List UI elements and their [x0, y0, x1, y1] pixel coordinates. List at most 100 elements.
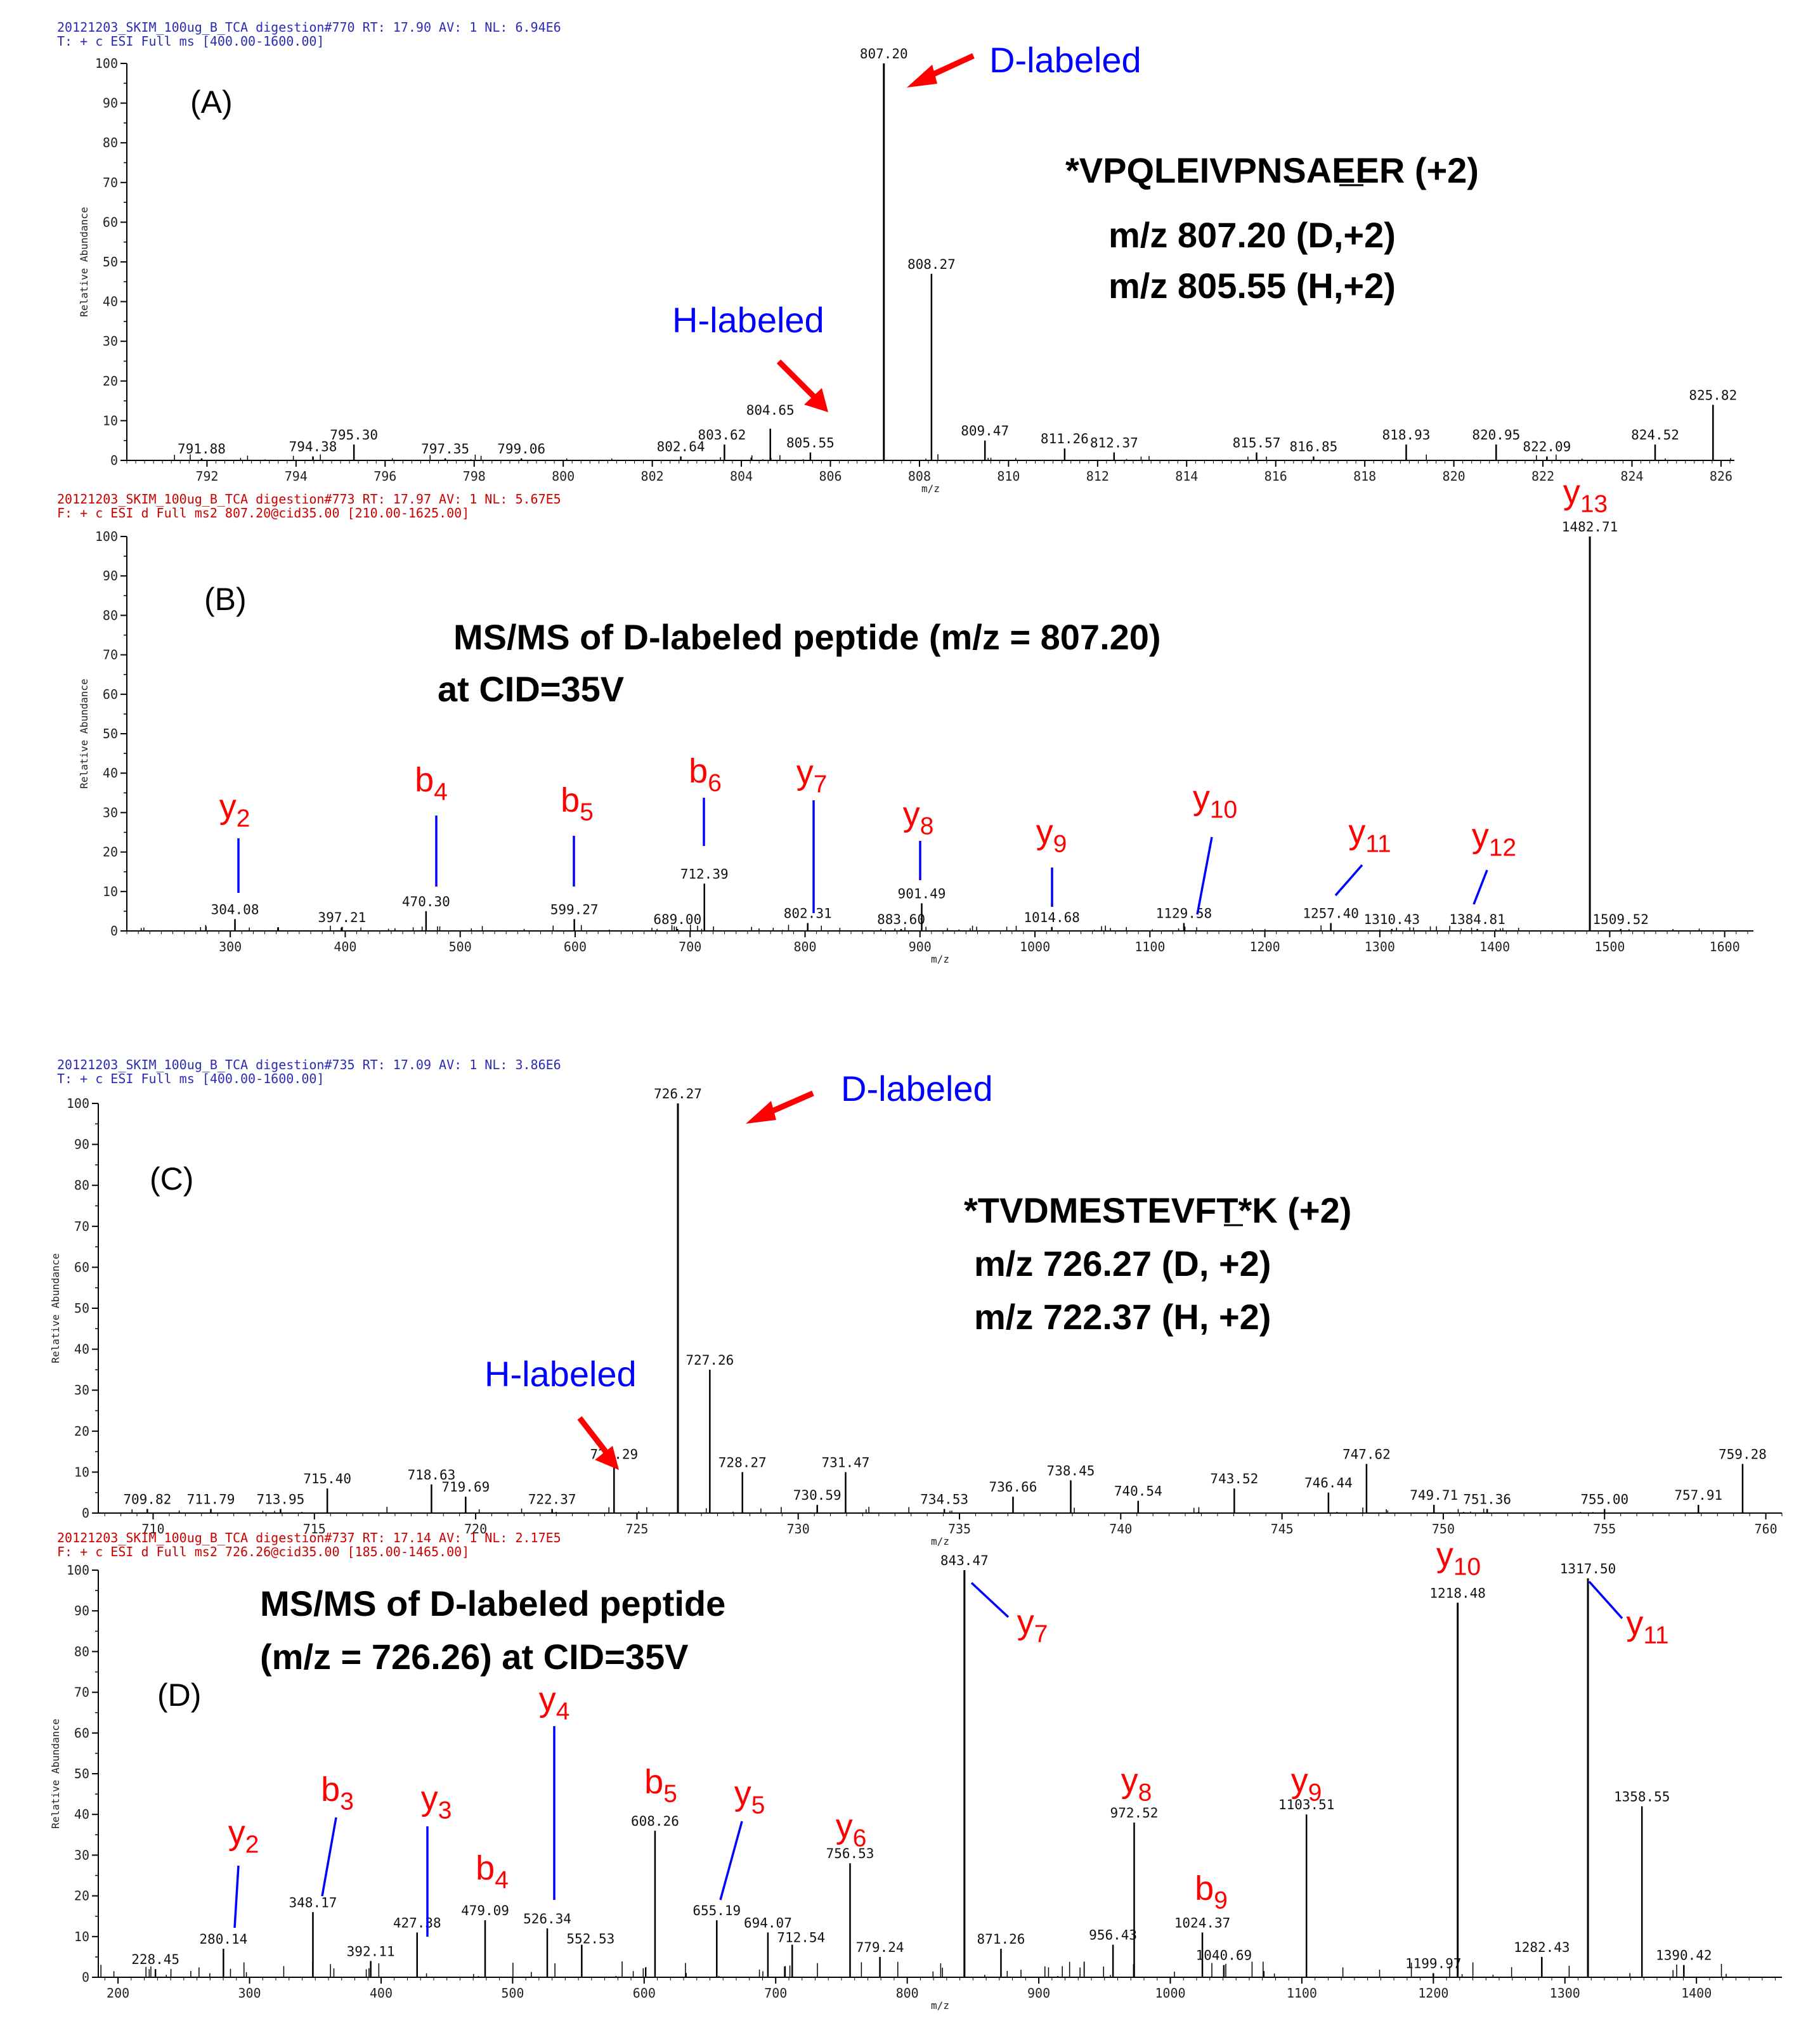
panel-b-y-tick-label: 40 — [103, 765, 118, 781]
panel-d-x-tick-label: 700 — [764, 1986, 787, 2001]
panel-b-ion-connector — [1472, 869, 1488, 905]
panel-c-d-labeled: D-labeled — [841, 1069, 993, 1108]
panel-d-x-tick-label: 600 — [633, 1986, 656, 2001]
panel-b-ion-label: y13 — [1563, 473, 1608, 518]
panel-d-ion-label: y5 — [734, 1774, 765, 1819]
panel-a-peak-label: 809.47 — [961, 424, 1009, 439]
panel-a-peak-label: 795.30 — [330, 427, 378, 443]
panel-c-x-tick-label: 725 — [625, 1521, 648, 1537]
panel-a-peak-label: 797.35 — [421, 441, 469, 457]
panel-c-axes: 0 10 20 30 40 50 60 70 80 90 100 710 715 720 725 730 735… — [49, 1086, 1783, 1547]
panel-d-y-tick-label: 70 — [74, 1685, 89, 1700]
panel-a-y-tick-label: 70 — [103, 175, 118, 190]
panel-d-peak-label: 1199.97 — [1405, 1956, 1462, 1972]
panel-d-y-tick-label: 50 — [74, 1766, 89, 1781]
panel-c-x-axis-label: m/z — [931, 1535, 949, 1547]
panel-a-d-labeled: D-labeled — [989, 40, 1141, 80]
panel-c-peak-label: 711.79 — [187, 1492, 235, 1507]
panel-a-x-tick-label: 826 — [1710, 469, 1732, 484]
panel-d-peak-label: 280.14 — [199, 1932, 247, 1947]
panel-d-ion-connector — [1588, 1580, 1623, 1620]
panel-a-x-tick-label: 818 — [1353, 469, 1376, 484]
panel-c-peak-label: 730.59 — [793, 1488, 842, 1503]
panel-a-peak-label: 816.85 — [1289, 439, 1337, 455]
panel-b-ion-label: y7 — [796, 753, 828, 798]
panel-c-y-tick-label: 60 — [74, 1259, 89, 1275]
panel-b-y-tick-label: 60 — [103, 687, 118, 702]
panel-d-x-tick-label: 800 — [896, 1986, 919, 2001]
panel-a-axes: 0 10 20 30 40 50 60 70 80 90 100 792 794 796 798 800 802… — [78, 46, 1737, 495]
panel-a-x-tick-label: 814 — [1175, 469, 1198, 484]
panel-a-peak-label: 808.27 — [907, 257, 956, 272]
panel-b-x-tick-label: 800 — [793, 939, 816, 954]
panel-a-peak-label: 820.95 — [1472, 427, 1520, 443]
panel-c-y-tick-label: 20 — [74, 1424, 89, 1439]
panel-d-x-tick-label: 300 — [238, 1986, 261, 2001]
panel-b-peak-label: 470.30 — [402, 894, 450, 909]
panel-d-title-line1: MS/MS of D-labeled peptide — [260, 1583, 725, 1623]
panel-b-peak-label: 689.00 — [653, 912, 701, 927]
panel-b-peak-label: 1257.40 — [1303, 906, 1359, 921]
panel-d-peak-label: 1024.37 — [1174, 1915, 1231, 1930]
panel-a-x-tick-label: 808 — [908, 469, 931, 484]
panel-d-peak-label: 1317.50 — [1560, 1561, 1616, 1576]
panel-d-ion-label: y3 — [421, 1779, 452, 1824]
panel-d-peak-label: 756.53 — [826, 1846, 874, 1861]
panel-b-axes: 0 10 20 30 40 50 60 70 80 90 100 300 400 500 600 700 800… — [78, 519, 1753, 965]
panel-d-peak-label: 348.17 — [289, 1895, 337, 1910]
panel-d-peak-label: 1103.51 — [1278, 1797, 1335, 1812]
panel-b-letter: (B) — [204, 582, 247, 617]
panel-a-peak-label: 818.93 — [1382, 427, 1431, 443]
panel-a-h-arrow-head — [804, 388, 828, 412]
panel-a-peak-label: 825.82 — [1689, 387, 1737, 403]
panel-a-x-tick-label: 816 — [1264, 469, 1287, 484]
panel-b-ion-label: y8 — [903, 795, 934, 840]
panel-b-ion-label: b4 — [415, 761, 448, 806]
panel-a-mz-d: m/z 807.20 (D,+2) — [1108, 215, 1396, 255]
panel-d-y-tick-label: 80 — [74, 1644, 89, 1659]
panel-d-ion-label: b5 — [644, 1763, 677, 1808]
panel-b-ion-label: b5 — [561, 781, 594, 826]
panel-d-ion-connector — [719, 1821, 743, 1901]
panel-d-ion-label: y9 — [1291, 1762, 1322, 1807]
panel-c-d-arrow-head — [746, 1101, 776, 1124]
panel-d-ion-label: y4 — [539, 1680, 570, 1726]
panel-a-peak-label: 807.20 — [860, 46, 908, 62]
panel-c-x-tick-label: 735 — [948, 1521, 971, 1537]
panel-a-peak-label: 805.55 — [786, 435, 835, 450]
panel-a-peak-label: 815.57 — [1233, 435, 1281, 450]
panel-d-ion-label: y10 — [1436, 1536, 1481, 1581]
panel-b-x-axis-label: m/z — [931, 953, 949, 965]
panel-b-x-tick-label: 300 — [219, 939, 242, 954]
panel-c-peak-label: 734.53 — [920, 1492, 968, 1507]
panel-a-x-tick-label: 796 — [374, 469, 396, 484]
panel-d-y-tick-label: 30 — [74, 1847, 89, 1862]
panel-c-peak-label: 755.00 — [1580, 1492, 1628, 1507]
panel-a-h-arrow-shaft — [776, 359, 821, 403]
panel-c-header-line2: T: + c ESI Full ms [400.00-1600.00] — [57, 1071, 324, 1086]
panel-d-ion-label: b3 — [321, 1771, 354, 1816]
panel-c-h-arrow-shaft — [577, 1416, 613, 1459]
panel-d-x-tick-label: 1200 — [1418, 1986, 1448, 2001]
panel-d-y-tick-label: 90 — [74, 1603, 89, 1618]
panel-b-ion-label: y10 — [1193, 779, 1237, 824]
panel-a-y-tick-label: 20 — [103, 374, 118, 389]
panel-d-letter: (D) — [157, 1677, 201, 1713]
panel-c-peak-label: 728.27 — [718, 1455, 767, 1470]
panel-c-peak-label: 726.27 — [654, 1086, 702, 1102]
panel-d-peak-label: 1358.55 — [1614, 1789, 1670, 1804]
panel-c-peak-label: 736.66 — [989, 1479, 1037, 1495]
panel-c-y-tick-label: 80 — [74, 1178, 89, 1193]
panel-b-header-line2: F: + c ESI d Full ms2 807.20@cid35.00 [2… — [57, 505, 469, 521]
panel-d-peak-label: 956.43 — [1089, 1928, 1137, 1943]
panel-d-peak-label: 1390.42 — [1656, 1948, 1712, 1963]
panel-d-x-tick-label: 400 — [370, 1986, 393, 2001]
panel-b-y-tick-label: 20 — [103, 845, 118, 860]
panel-a-peak-label: 802.64 — [657, 439, 705, 455]
panel-b-y-tick-label: 90 — [103, 568, 118, 583]
panel-b-x-tick-label: 1300 — [1365, 939, 1395, 954]
panel-d-header-line2: F: + c ESI d Full ms2 726.26@cid35.00 [1… — [57, 1544, 469, 1559]
panel-a-peak-label: 824.52 — [1631, 427, 1679, 443]
panel-a-x-tick-label: 794 — [285, 469, 308, 484]
panel-a-y-tick-label: 80 — [103, 135, 118, 150]
